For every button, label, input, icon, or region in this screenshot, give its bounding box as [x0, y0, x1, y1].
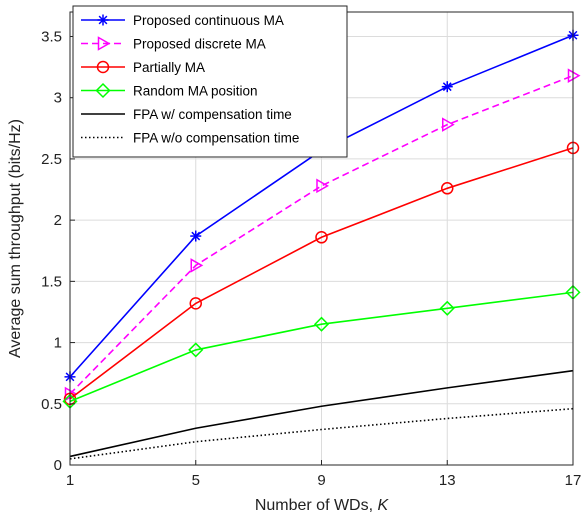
y-tick-label: 3.5	[41, 28, 62, 45]
legend-label: FPA w/ compensation time	[133, 107, 292, 122]
y-tick-label: 0.5	[41, 396, 62, 413]
legend-label: Partially MA	[133, 60, 205, 75]
legend-label: FPA w/o compensation time	[133, 131, 299, 146]
legend-label: Random MA position	[133, 84, 258, 99]
y-tick-label: 1	[54, 335, 62, 352]
x-tick-label: 1	[66, 472, 74, 489]
legend-label: Proposed discrete MA	[133, 37, 266, 52]
x-tick-label: 13	[439, 472, 456, 489]
data-point-marker	[442, 81, 453, 92]
y-tick-label: 2	[54, 212, 62, 229]
y-tick-label: 3	[54, 90, 62, 107]
x-tick-label: 9	[317, 472, 325, 489]
x-tick-label: 5	[192, 472, 200, 489]
data-point-marker	[190, 231, 201, 242]
y-tick-label: 0	[54, 457, 62, 474]
x-tick-label: 17	[565, 472, 582, 489]
x-axis-label: Number of WDs, K	[255, 497, 390, 514]
data-point-marker	[98, 15, 109, 26]
legend: Proposed continuous MA Proposed discrete …	[73, 6, 347, 157]
legend-label: Proposed continuous MA	[133, 13, 284, 28]
y-axis-label: Average sum throughput (bits/Hz)	[7, 119, 24, 358]
y-tick-label: 2.5	[41, 151, 62, 168]
y-tick-label: 1.5	[41, 273, 62, 290]
